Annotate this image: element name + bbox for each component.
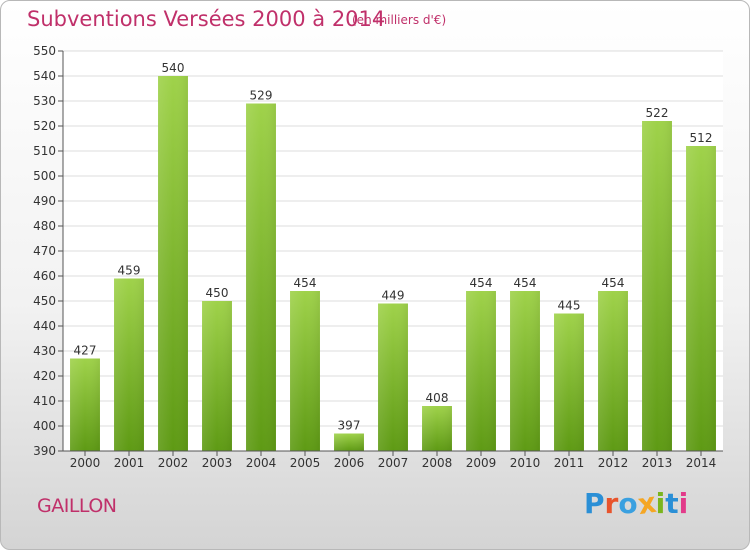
- y-tick-label: 450: [33, 294, 56, 308]
- y-tick-label: 440: [33, 319, 56, 333]
- bar-value-label: 427: [74, 344, 97, 358]
- bar-value-label: 454: [294, 276, 317, 290]
- x-tick-label: 2004: [246, 456, 277, 470]
- x-tick-label: 2000: [70, 456, 101, 470]
- x-tick-label: 2003: [202, 456, 233, 470]
- x-tick-label: 2002: [158, 456, 189, 470]
- bar-shine: [334, 433, 364, 451]
- bar-shine: [686, 146, 716, 451]
- city-name: GAILLON: [37, 495, 117, 517]
- bar-shine: [158, 76, 188, 451]
- x-tick-label: 2007: [378, 456, 409, 470]
- bar-value-label: 449: [382, 289, 405, 303]
- bar-value-label: 408: [426, 391, 449, 405]
- x-tick-label: 2010: [510, 456, 541, 470]
- logo-letter: o: [618, 487, 638, 520]
- y-tick-label: 430: [33, 344, 56, 358]
- x-tick-label: 2006: [334, 456, 365, 470]
- bar-shine: [114, 278, 144, 451]
- chart-title: Subventions Versées 2000 à 2014: [27, 7, 386, 31]
- y-axis-ticks: 390 400 410 420 430 440 450 460 470 480 490 500 510 5…: [33, 44, 63, 458]
- y-tick-label: 490: [33, 194, 56, 208]
- bar-value-label: 397: [338, 419, 361, 433]
- logo-letter: x: [635, 485, 658, 522]
- bar-shine: [202, 301, 232, 451]
- bar-value-label: 445: [558, 299, 581, 313]
- x-tick-label: 2013: [642, 456, 673, 470]
- y-tick-label: 400: [33, 419, 56, 433]
- chart-subtitle: (en milliers d'€): [352, 13, 447, 27]
- y-tick-label: 520: [33, 119, 56, 133]
- bar-shine: [70, 358, 100, 451]
- logo-letter: t: [665, 487, 679, 520]
- bar-value-label: 522: [646, 106, 669, 120]
- bar-shine: [510, 291, 540, 451]
- bar-shine: [554, 313, 584, 451]
- bar-shine: [378, 303, 408, 451]
- bars: 427 459 540 450 529 454 397 449 408 454 454 445 454 5…: [70, 61, 716, 451]
- bar-value-label: 540: [162, 61, 185, 75]
- y-tick-label: 540: [33, 69, 56, 83]
- bar-shine: [290, 291, 320, 451]
- x-tick-label: 2008: [422, 456, 453, 470]
- bar-shine: [466, 291, 496, 451]
- x-tick-label: 2014: [686, 456, 717, 470]
- x-tick-label: 2001: [114, 456, 145, 470]
- y-tick-label: 390: [33, 444, 56, 458]
- x-tick-label: 2011: [554, 456, 585, 470]
- bar-shine: [598, 291, 628, 451]
- bar-value-label: 454: [514, 276, 537, 290]
- y-tick-label: 500: [33, 169, 56, 183]
- y-tick-label: 420: [33, 369, 56, 383]
- bar-value-label: 450: [206, 286, 229, 300]
- bar-shine: [422, 406, 452, 451]
- y-tick-label: 480: [33, 219, 56, 233]
- proxiti-logo: Proxiti: [584, 485, 689, 522]
- bar-value-label: 454: [470, 276, 493, 290]
- bar-value-label: 454: [602, 276, 625, 290]
- x-tick-label: 2012: [598, 456, 629, 470]
- y-tick-label: 530: [33, 94, 56, 108]
- bar-shine: [642, 121, 672, 451]
- bar-value-label: 459: [118, 264, 141, 278]
- bar-shine: [246, 103, 276, 451]
- logo-letter: i: [678, 487, 689, 520]
- x-tick-label: 2009: [466, 456, 497, 470]
- logo-letter: i: [655, 487, 666, 520]
- x-tick-label: 2005: [290, 456, 321, 470]
- y-tick-label: 460: [33, 269, 56, 283]
- logo-letter: P: [584, 487, 605, 520]
- y-tick-label: 470: [33, 244, 56, 258]
- logo-letter: r: [604, 487, 619, 520]
- y-tick-label: 550: [33, 44, 56, 58]
- bar-value-label: 512: [690, 131, 713, 145]
- y-tick-label: 410: [33, 394, 56, 408]
- x-axis-ticks: 2000 2001 2002 2003 2004 2005 2006 2007 2008 2009…: [70, 451, 717, 470]
- y-tick-label: 510: [33, 144, 56, 158]
- bar-value-label: 529: [250, 89, 273, 103]
